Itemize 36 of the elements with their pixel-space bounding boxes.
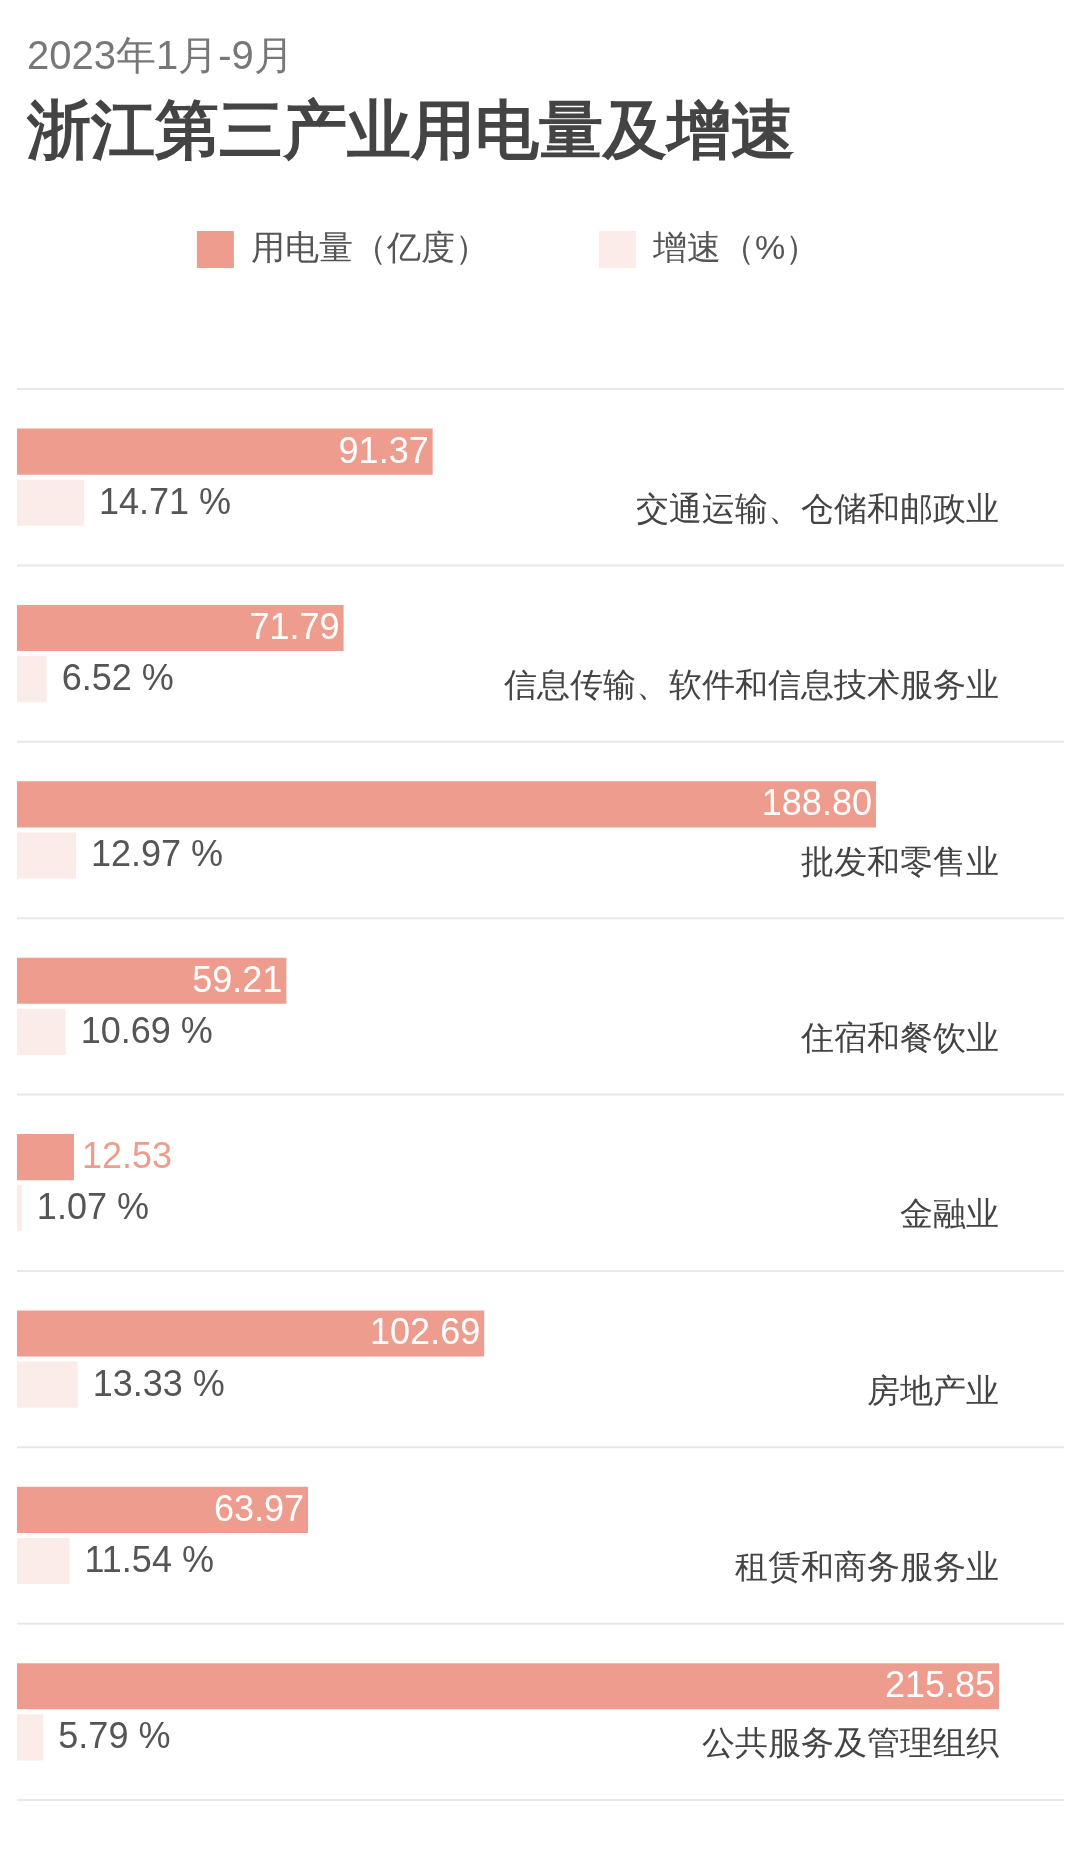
data-label: 11.54 %: [84, 1538, 214, 1580]
bar: [17, 957, 287, 1004]
bar: [17, 604, 344, 652]
chart-title: 浙江第三产业用电量及增速: [27, 94, 795, 168]
data-label: 91.37: [338, 429, 429, 471]
legend-label: 增速（%）: [651, 227, 820, 266]
bar: [17, 428, 433, 475]
data-label: 6.52 %: [61, 657, 174, 699]
data-label: 1.07 %: [36, 1186, 149, 1228]
y-tick-label: 租赁和商务服务业: [735, 1548, 999, 1586]
y-tick-label: 住宿和餐饮业: [800, 1018, 999, 1056]
chart-subtitle: 2023年1月-9月: [27, 32, 294, 78]
data-label: 63.97: [213, 1487, 305, 1529]
data-label: 12.53: [82, 1135, 173, 1177]
data-label: 71.79: [249, 605, 340, 647]
y-tick-label: 交通运输、仓储和邮政业: [636, 489, 999, 527]
data-label: 215.85: [884, 1664, 995, 1706]
bar: [17, 1486, 309, 1533]
data-label: 12.97 %: [91, 833, 224, 875]
data-label: 102.69: [370, 1311, 481, 1353]
y-tick-label: 批发和零售业: [801, 842, 999, 880]
data-label: 13.33 %: [92, 1362, 225, 1404]
data-label: 188.80: [761, 782, 872, 824]
bar: [17, 1134, 75, 1181]
bar: [17, 1310, 485, 1357]
y-tick-label: 公共服务及管理组织: [702, 1724, 999, 1762]
y-tick-label: 信息传输、软件和信息技术服务业: [504, 666, 999, 704]
data-label: 5.79 %: [58, 1715, 171, 1757]
y-tick-label: 金融业: [900, 1195, 999, 1233]
y-tick-label: 房地产业: [867, 1371, 999, 1409]
data-label: 14.71 %: [98, 480, 232, 522]
bar: [17, 781, 876, 828]
data-label: 10.69 %: [80, 1009, 213, 1051]
legend-label: 用电量（亿度）: [250, 227, 489, 266]
data-label: 59.21: [192, 958, 283, 1000]
bar: [17, 1663, 999, 1710]
